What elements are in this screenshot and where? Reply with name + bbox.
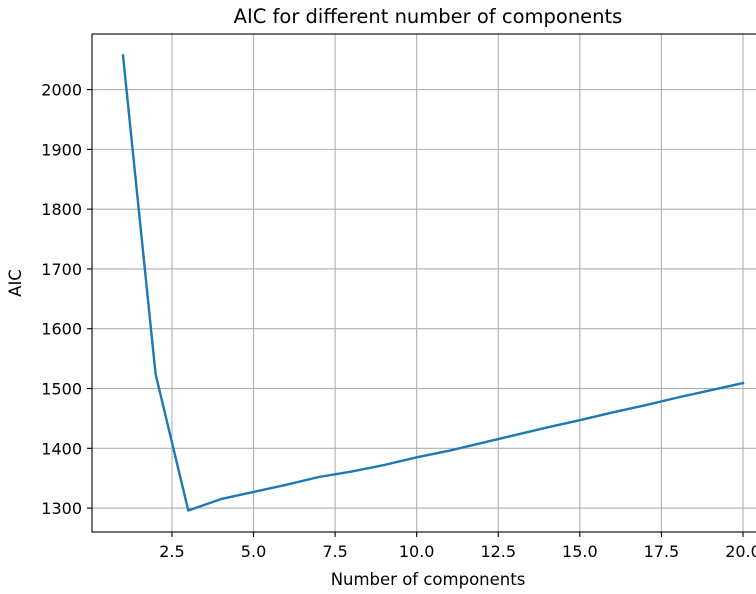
series-layer [121, 54, 745, 512]
y-tick-label: 1600 [41, 320, 82, 339]
x-tick-label: 7.5 [322, 542, 347, 561]
x-tick-label: 20.0 [725, 542, 756, 561]
x-axis-label: Number of components [331, 570, 526, 589]
y-tick-label: 1400 [41, 439, 82, 458]
aic-line [121, 54, 745, 512]
y-axis-label: AIC [6, 269, 25, 297]
x-tick-label: 15.0 [562, 542, 598, 561]
x-ticks: 2.5 5.0 7.5 10.0 12.5 15.0 17.5 20.0 [159, 532, 756, 561]
x-tick-label: 12.5 [480, 542, 516, 561]
plot-frame [91, 33, 756, 533]
y-ticks: 1300 1400 1500 1600 1700 1800 1900 2000 [41, 81, 92, 518]
y-tick-label: 1900 [41, 140, 82, 159]
x-tick-label: 2.5 [159, 542, 184, 561]
x-tick-label: 17.5 [644, 542, 680, 561]
y-tick-label: 1300 [41, 499, 82, 518]
y-tick-label: 1700 [41, 260, 82, 279]
y-tick-label: 1500 [41, 380, 82, 399]
y-tick-label: 1800 [41, 200, 82, 219]
grid [92, 34, 756, 532]
chart-title: AIC for different number of components [234, 5, 623, 28]
x-tick-label: 5.0 [241, 542, 266, 561]
y-tick-label: 2000 [41, 81, 82, 100]
x-tick-label: 10.0 [399, 542, 435, 561]
